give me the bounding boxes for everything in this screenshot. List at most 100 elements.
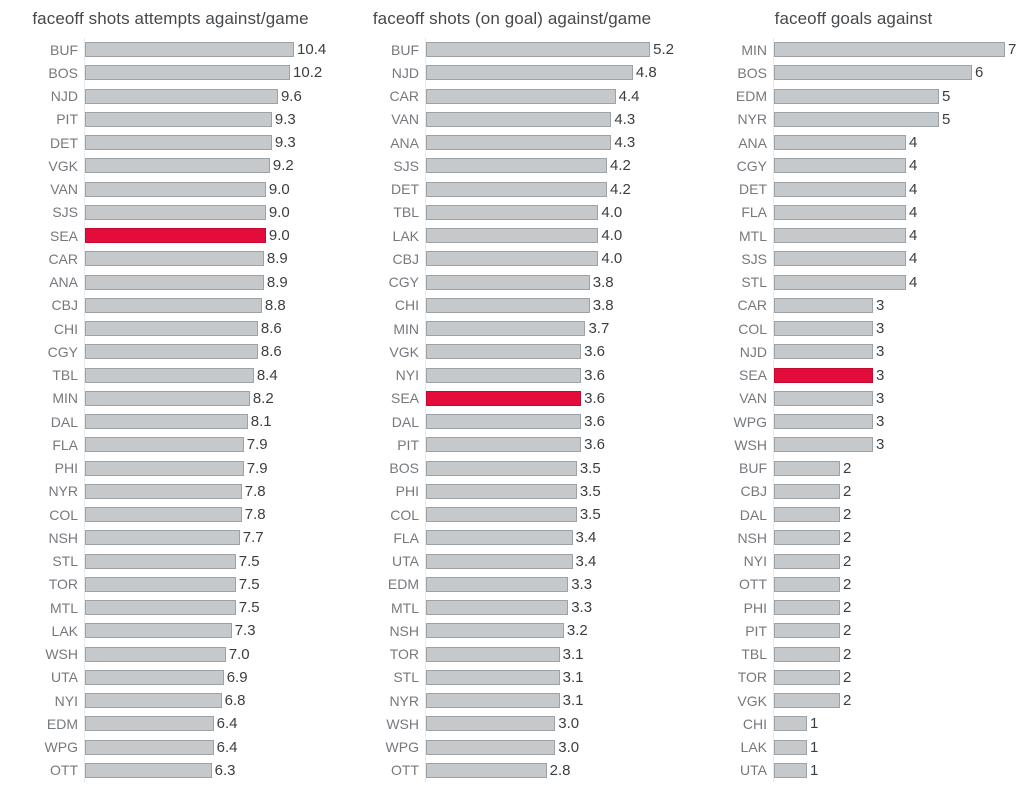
value-label: 1: [810, 738, 819, 756]
value-label: 3.6: [584, 389, 606, 407]
bar-row: COL 7.8: [0, 503, 341, 527]
value-label: 3: [876, 343, 885, 361]
chart-title: faceoff shots (on goal) against/game: [372, 9, 652, 28]
bar-track: 7: [773, 38, 1024, 62]
value-label: 8.1: [250, 413, 272, 431]
bar-track: 10.4: [84, 38, 341, 62]
team-label: NYI: [395, 367, 419, 384]
bar-row: VAN 9.0: [0, 177, 341, 201]
value-label: 2: [843, 622, 852, 640]
value-label: 9.3: [274, 134, 296, 152]
value-label: 4.3: [614, 134, 636, 152]
value-label: 3.3: [571, 575, 593, 593]
bar-track: 8.9: [84, 270, 341, 294]
bar-track: 3.8: [425, 293, 683, 317]
value-label: 2: [843, 529, 852, 547]
bar-track: 5.2: [425, 38, 683, 62]
bar-track: 10.2: [84, 61, 341, 85]
bar: [426, 553, 573, 569]
team-label: CAR: [389, 88, 419, 105]
bar-row: ANA 8.9: [0, 270, 341, 294]
bar: [426, 507, 577, 523]
bar-track: 3.5: [425, 479, 683, 503]
bar-row: SJS 4.2: [341, 154, 683, 178]
bar-track: 2.8: [425, 758, 683, 782]
team-label: SEA: [390, 390, 419, 407]
bar-track: 2: [773, 642, 1024, 666]
bar-row: OTT 2.8: [341, 758, 683, 782]
team-label: NJD: [739, 343, 767, 360]
bar: [85, 437, 244, 453]
bar-track: 4: [773, 200, 1024, 224]
bar-track: 4.2: [425, 154, 683, 178]
bar-row: WPG 3.0: [341, 735, 683, 759]
bar-track: 4.0: [425, 247, 683, 271]
bar-row: LAK 4.0: [341, 224, 683, 248]
team-label: PHI: [54, 460, 78, 477]
team-label: VAN: [739, 390, 767, 407]
team-label: MIN: [393, 320, 419, 337]
bar-row: VGK 2: [683, 689, 1024, 713]
bar: [85, 553, 236, 569]
team-label: COL: [738, 320, 767, 337]
bar-track: 3.6: [425, 410, 683, 434]
bar-row: TBL 4.0: [341, 200, 683, 224]
team-label: NYI: [743, 553, 767, 570]
bar-track: 2: [773, 596, 1024, 620]
bar: [426, 228, 599, 244]
team-label: EDM: [387, 576, 419, 593]
bar: [774, 762, 807, 778]
bar-row: FLA 4: [683, 200, 1024, 224]
team-label: CAR: [737, 297, 767, 314]
bar: [774, 88, 939, 104]
bar-track: 4.3: [425, 107, 683, 131]
bar: [85, 669, 224, 685]
bar: [774, 576, 840, 592]
bar-row: NJD 3: [683, 340, 1024, 364]
team-label: UTA: [740, 762, 767, 779]
value-label: 6.9: [226, 668, 248, 686]
value-label: 3.4: [575, 529, 597, 547]
value-label: 3.1: [562, 645, 584, 663]
bar: [426, 646, 560, 662]
team-label: UTA: [392, 553, 419, 570]
bar: [774, 228, 906, 244]
bar-row: BUF 2: [683, 456, 1024, 480]
bar: [85, 135, 272, 151]
bar-row: SJS 9.0: [0, 200, 341, 224]
bar: [426, 483, 577, 499]
team-label: TOR: [389, 646, 419, 663]
bar-track: 8.1: [84, 410, 341, 434]
team-label: PIT: [56, 111, 78, 128]
team-label: PHI: [743, 599, 767, 616]
bar: [426, 530, 573, 546]
bar-row: NSH 2: [683, 526, 1024, 550]
bar-row: TOR 7.5: [0, 572, 341, 596]
value-label: 2: [843, 645, 852, 663]
team-label: PHI: [395, 483, 419, 500]
value-label: 4: [909, 203, 918, 221]
value-label: 5: [942, 87, 951, 105]
bar-track: 3.7: [425, 317, 683, 341]
value-label: 4: [909, 273, 918, 291]
bar-track: 2: [773, 689, 1024, 713]
value-label: 1: [810, 715, 819, 733]
value-label: 7.9: [246, 459, 268, 477]
bar: [426, 367, 582, 383]
value-label: 7.0: [228, 645, 250, 663]
bar-row: SEA 3: [683, 363, 1024, 387]
bar: [774, 158, 906, 174]
value-label: 4.0: [601, 250, 623, 268]
team-label: DAL: [739, 506, 767, 523]
bar-track: 5: [773, 84, 1024, 108]
team-label: OTT: [50, 762, 78, 779]
team-label: CHI: [53, 320, 78, 337]
bar: [85, 367, 254, 383]
bar-track: 3.3: [425, 572, 683, 596]
value-label: 3: [876, 389, 885, 407]
team-label: SJS: [741, 250, 767, 267]
team-label: NJD: [50, 88, 78, 105]
bar-track: 6.8: [84, 689, 341, 713]
value-label: 2: [843, 692, 852, 710]
bar: [426, 414, 582, 430]
